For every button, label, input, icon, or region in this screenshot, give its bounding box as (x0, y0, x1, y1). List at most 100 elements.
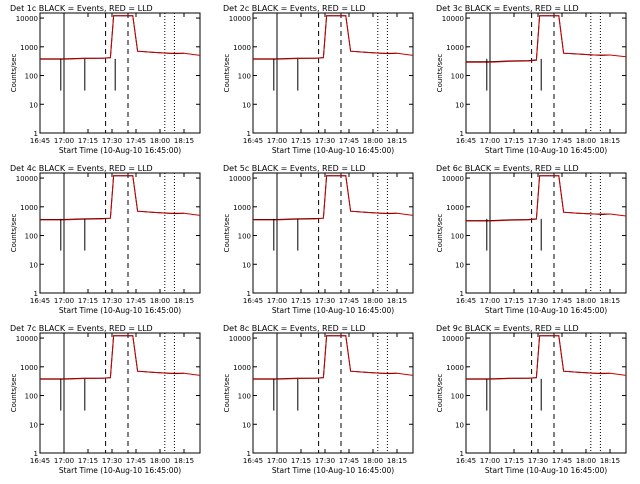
plot-frame (465, 12, 627, 134)
x-tick-label: 18:15 (174, 457, 194, 465)
y-axis-label: Counts/sec (223, 374, 231, 413)
x-tick-label: 17:00 (267, 297, 287, 305)
y-tick-label: 100 (238, 73, 251, 81)
y-tick-label: 10000 (229, 15, 251, 23)
x-tick-label: 18:00 (576, 457, 596, 465)
x-tick-label: 18:00 (363, 297, 383, 305)
y-tick-label: 1 (247, 290, 251, 298)
y-axis-label: Counts/sec (10, 54, 18, 93)
x-tick-label: 17:00 (480, 297, 500, 305)
x-tick-label: 16:45 (243, 137, 263, 145)
y-tick-label: 10 (29, 261, 38, 269)
x-axis-label: Start Time (10-Aug-10 16:45:00) (485, 466, 607, 475)
y-axis-label: Counts/sec (10, 374, 18, 413)
x-tick-label: 18:15 (600, 457, 620, 465)
panel-title: Det 2c BLACK = Events, RED = LLD (223, 4, 366, 13)
y-tick-label: 1000 (20, 364, 38, 372)
x-tick-label: 17:15 (78, 297, 98, 305)
x-tick-label: 17:45 (339, 297, 359, 305)
x-tick-label: 17:15 (504, 137, 524, 145)
y-tick-label: 10 (242, 101, 251, 109)
y-axis-label: Counts/sec (223, 214, 231, 253)
series-lld-line (466, 175, 626, 222)
series-lld-line (466, 335, 626, 380)
y-tick-label: 100 (25, 393, 38, 401)
y-tick-label: 1000 (20, 44, 38, 52)
plot-frame (465, 332, 627, 454)
y-tick-label: 100 (25, 73, 38, 81)
y-tick-label: 1000 (446, 204, 464, 212)
panel-det-6: Det 6c BLACK = Events, RED = LLD 1 10 100 10… (436, 164, 627, 315)
panel-title: Det 5c BLACK = Events, RED = LLD (223, 164, 366, 173)
y-tick-label: 1000 (233, 364, 251, 372)
x-tick-label: 17:00 (267, 137, 287, 145)
x-tick-label: 18:00 (150, 137, 170, 145)
x-tick-label: 16:45 (30, 137, 50, 145)
series-lld-line (253, 15, 413, 60)
x-tick-label: 17:30 (315, 137, 335, 145)
y-tick-label: 10 (455, 261, 464, 269)
y-tick-label: 10000 (16, 15, 38, 23)
y-tick-label: 10000 (16, 335, 38, 343)
x-tick-label: 17:00 (480, 457, 500, 465)
y-tick-label: 1 (460, 130, 464, 138)
series-lld-line (40, 335, 200, 380)
x-tick-label: 17:15 (291, 137, 311, 145)
panel-title: Det 3c BLACK = Events, RED = LLD (436, 4, 579, 13)
plot-frame (252, 172, 414, 294)
x-tick-label: 17:45 (339, 457, 359, 465)
series-lld-line (40, 175, 200, 221)
panel-title: Det 4c BLACK = Events, RED = LLD (10, 164, 153, 173)
x-tick-label: 18:15 (387, 137, 407, 145)
y-tick-label: 1 (460, 450, 464, 458)
x-tick-label: 17:45 (552, 457, 572, 465)
x-axis-label: Start Time (10-Aug-10 16:45:00) (485, 146, 607, 155)
x-tick-label: 17:15 (291, 457, 311, 465)
x-tick-label: 17:30 (315, 297, 335, 305)
x-tick-label: 17:15 (78, 137, 98, 145)
y-tick-label: 10000 (442, 335, 464, 343)
x-tick-label: 16:45 (30, 457, 50, 465)
plot-frame (252, 332, 414, 454)
x-tick-label: 17:15 (504, 457, 524, 465)
x-tick-label: 18:15 (387, 297, 407, 305)
x-tick-label: 17:30 (102, 457, 122, 465)
y-tick-label: 10000 (229, 335, 251, 343)
panel-title: Det 6c BLACK = Events, RED = LLD (436, 164, 579, 173)
panel-det-3: Det 3c BLACK = Events, RED = LLD 1 10 100 10… (436, 4, 627, 155)
series-lld-line (466, 15, 626, 63)
x-tick-label: 18:00 (150, 457, 170, 465)
y-tick-label: 100 (451, 73, 464, 81)
x-tick-label: 17:45 (126, 457, 146, 465)
x-tick-label: 17:00 (267, 457, 287, 465)
x-tick-label: 17:30 (528, 137, 548, 145)
y-tick-label: 10 (29, 421, 38, 429)
y-tick-label: 10 (29, 101, 38, 109)
x-tick-label: 17:45 (126, 297, 146, 305)
y-tick-label: 1 (34, 450, 38, 458)
panel-title: Det 8c BLACK = Events, RED = LLD (223, 324, 366, 333)
x-tick-label: 18:00 (363, 137, 383, 145)
series-lld-line (253, 175, 413, 221)
x-tick-label: 18:00 (576, 137, 596, 145)
y-tick-label: 1000 (20, 204, 38, 212)
plot-frame (39, 332, 201, 454)
x-axis-label: Start Time (10-Aug-10 16:45:00) (485, 306, 607, 315)
x-tick-label: 16:45 (456, 137, 476, 145)
y-tick-label: 100 (238, 393, 251, 401)
y-tick-label: 1 (34, 130, 38, 138)
x-tick-label: 17:00 (54, 457, 74, 465)
x-tick-label: 16:45 (30, 297, 50, 305)
y-tick-label: 100 (451, 233, 464, 241)
x-tick-label: 17:00 (54, 137, 74, 145)
y-tick-label: 1000 (446, 364, 464, 372)
x-tick-label: 17:30 (528, 297, 548, 305)
y-axis-label: Counts/sec (436, 374, 444, 413)
x-axis-label: Start Time (10-Aug-10 16:45:00) (272, 306, 394, 315)
y-tick-label: 1 (460, 290, 464, 298)
x-tick-label: 17:00 (54, 297, 74, 305)
x-tick-label: 17:30 (102, 137, 122, 145)
plot-frame (39, 12, 201, 134)
x-tick-label: 17:45 (552, 297, 572, 305)
panel-title: Det 9c BLACK = Events, RED = LLD (436, 324, 579, 333)
